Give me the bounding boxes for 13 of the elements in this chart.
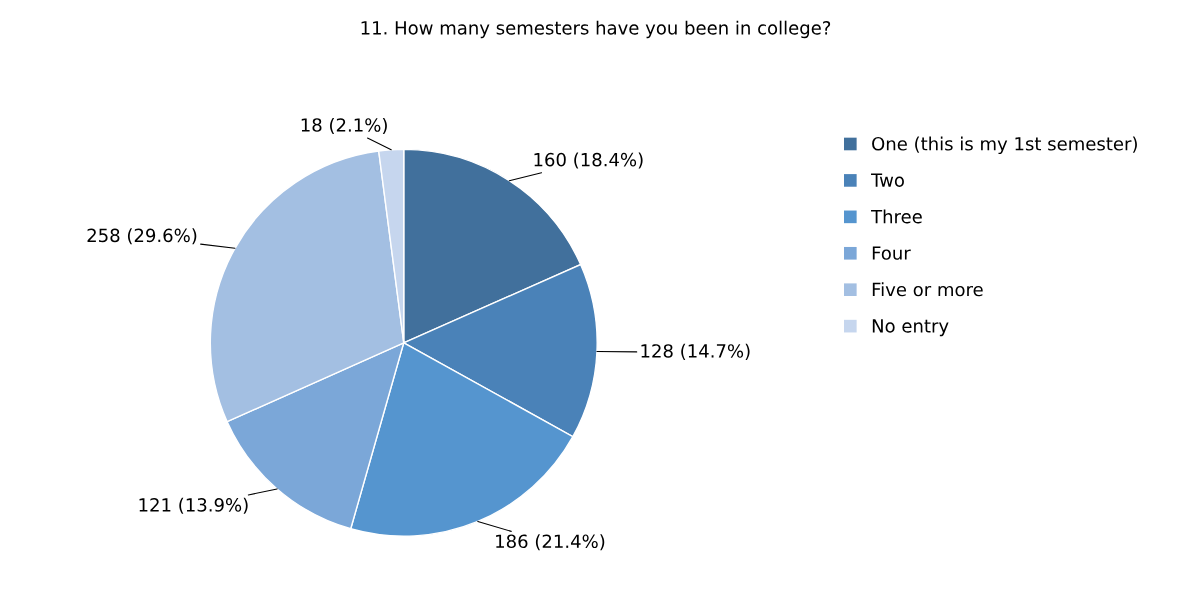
legend-label: Five or more — [872, 282, 983, 297]
data-label: 18 (2.1%) — [301, 117, 387, 134]
data-label: 258 (29.6%) — [87, 228, 197, 245]
legend-label: One (this is my 1st semester) — [872, 136, 1137, 155]
legend-label: Three — [871, 209, 922, 224]
data-label: 186 (21.4%) — [496, 534, 605, 551]
legend-label: No entry — [872, 319, 949, 337]
legend-label: Two — [871, 173, 904, 187]
data-label: 128 (14.7%) — [641, 343, 750, 360]
legend-label: Four — [872, 246, 911, 260]
data-label: 121 (13.9%) — [139, 497, 248, 514]
chart-title: 11. How many semesters have you been in college? — [361, 20, 831, 39]
data-label: 160 (18.4%) — [534, 152, 643, 169]
